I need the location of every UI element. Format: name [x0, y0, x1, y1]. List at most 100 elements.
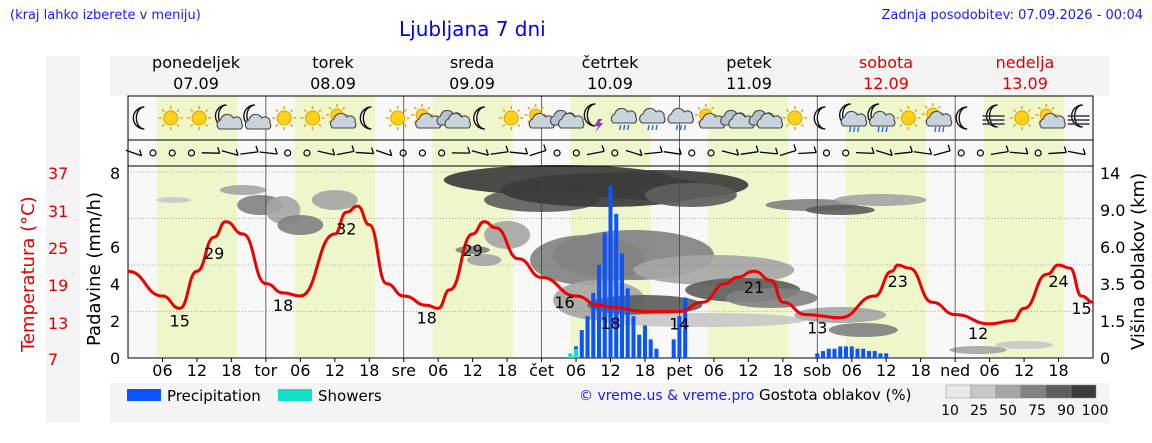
wind-barb-flag	[678, 148, 682, 155]
bottom-band	[110, 383, 1110, 423]
precip-bar	[872, 351, 877, 358]
wind-barb	[259, 151, 278, 155]
cloud-shape	[444, 112, 471, 129]
calm-wind-marker	[842, 149, 850, 157]
rain-cloud-icon	[639, 107, 666, 131]
sun-disc	[276, 110, 292, 126]
wind-barb	[1009, 151, 1028, 155]
wind-barb-flag	[467, 146, 471, 154]
sun-ray	[540, 106, 544, 110]
sun-ray	[290, 108, 294, 113]
x-tick-label: 06	[152, 361, 172, 380]
cloud-shape	[667, 107, 694, 124]
cloud-legend-swatch	[945, 384, 972, 399]
precip-bar	[815, 353, 820, 358]
partly-cloudy-icon	[325, 104, 357, 129]
thunderstorm-icon	[583, 103, 604, 132]
precip-bar	[878, 353, 883, 358]
temperature-label: 29	[204, 244, 224, 263]
rain-drop	[675, 124, 679, 131]
cloud-shape	[925, 110, 953, 127]
cloud-blob	[633, 255, 795, 285]
cloud-blob	[828, 323, 898, 337]
cloud-blob	[277, 215, 324, 235]
precip-bar	[637, 334, 642, 358]
sun-ray	[785, 108, 790, 113]
x-tick-label: sre	[392, 361, 416, 380]
sun-ray	[502, 108, 506, 113]
wind-barb-flag	[1005, 145, 1009, 152]
moon-icon	[132, 106, 145, 130]
sun-ray	[318, 123, 322, 128]
precip-bar	[602, 232, 607, 358]
wind-barb-flag	[485, 148, 489, 156]
wind-barb-flag	[871, 147, 875, 154]
precip-bar	[832, 348, 837, 358]
wind-barb-flag	[1063, 146, 1067, 153]
x-tick-label: 06	[428, 361, 448, 380]
sun-ray	[176, 123, 180, 128]
cloud-blob	[805, 205, 875, 215]
sun-ray	[502, 123, 506, 128]
wind-barb-flag	[813, 146, 817, 153]
temperature-label: 13	[807, 319, 827, 338]
cloud-legend-level: 100	[1082, 403, 1109, 419]
sun-disc	[390, 110, 406, 126]
sun-icon	[187, 106, 212, 130]
calm-wind-marker	[611, 149, 619, 157]
wind-barb-flag	[601, 145, 605, 152]
sun-ray	[785, 123, 790, 128]
precip-bar	[671, 339, 676, 358]
temperature-label: 18	[417, 308, 437, 327]
wind-barb-flag	[235, 149, 239, 156]
rain-drop	[651, 124, 654, 131]
wind-barb-flag	[332, 148, 336, 156]
sun-disc	[305, 110, 321, 126]
x-tick-label: 18	[359, 361, 379, 380]
x-tick-label: 06	[704, 361, 724, 380]
wind-barb	[336, 150, 355, 156]
sun-icon	[1009, 106, 1034, 130]
cloud-blob	[311, 190, 358, 210]
top-hint[interactable]: (kraj lahko izberete v meniju)	[10, 8, 201, 23]
sun-ray	[204, 108, 209, 113]
wind-barb	[644, 151, 663, 155]
cloudy-icon	[550, 109, 585, 129]
rain-drop	[938, 126, 941, 133]
sun-disc	[900, 110, 916, 126]
wind-barb-flag	[659, 145, 663, 153]
sun-ray	[388, 123, 392, 128]
wind-barb	[894, 151, 913, 155]
precip-legend-label: Precipitation	[167, 387, 261, 405]
wind-barb	[355, 151, 374, 155]
wind-barb	[125, 149, 142, 157]
x-tick-label: 12	[325, 361, 345, 380]
sun-ray	[914, 123, 918, 128]
x-tick-label: 12	[1014, 361, 1034, 380]
x-axis-ticks: 06 12 18 tor 06 12 18 sre 06 12 18 čet 06 12 18 pet 06 12…	[152, 358, 1069, 380]
rain-night-icon	[867, 103, 896, 133]
rain-drop	[647, 124, 650, 131]
rain-night-icon	[839, 103, 868, 133]
sun-ray	[1051, 106, 1055, 110]
wind-barb-flag	[138, 149, 143, 156]
wind-barb	[221, 150, 239, 156]
x-tick-label: ned	[940, 361, 970, 380]
wind-barb	[1067, 150, 1086, 156]
x-tick-label: 12	[187, 361, 207, 380]
temp-tick: 37	[48, 164, 69, 183]
wind-barb	[471, 150, 489, 156]
credit-link[interactable]: © vreme.us & vreme.pro	[579, 388, 755, 404]
rain-drop	[856, 126, 860, 133]
cloud-legend-level: 75	[1028, 403, 1046, 419]
day-header-0: ponedeljek 07.09	[152, 53, 240, 93]
cloud-blob	[949, 346, 1007, 354]
wind-barb-flag	[274, 147, 278, 155]
top-band	[110, 56, 1110, 96]
sun-ray	[924, 105, 928, 109]
cloud-legend-level: 90	[1057, 403, 1075, 419]
precip-bar	[579, 330, 584, 358]
sun-ray	[427, 106, 431, 110]
precip-tick: 6	[110, 238, 121, 257]
